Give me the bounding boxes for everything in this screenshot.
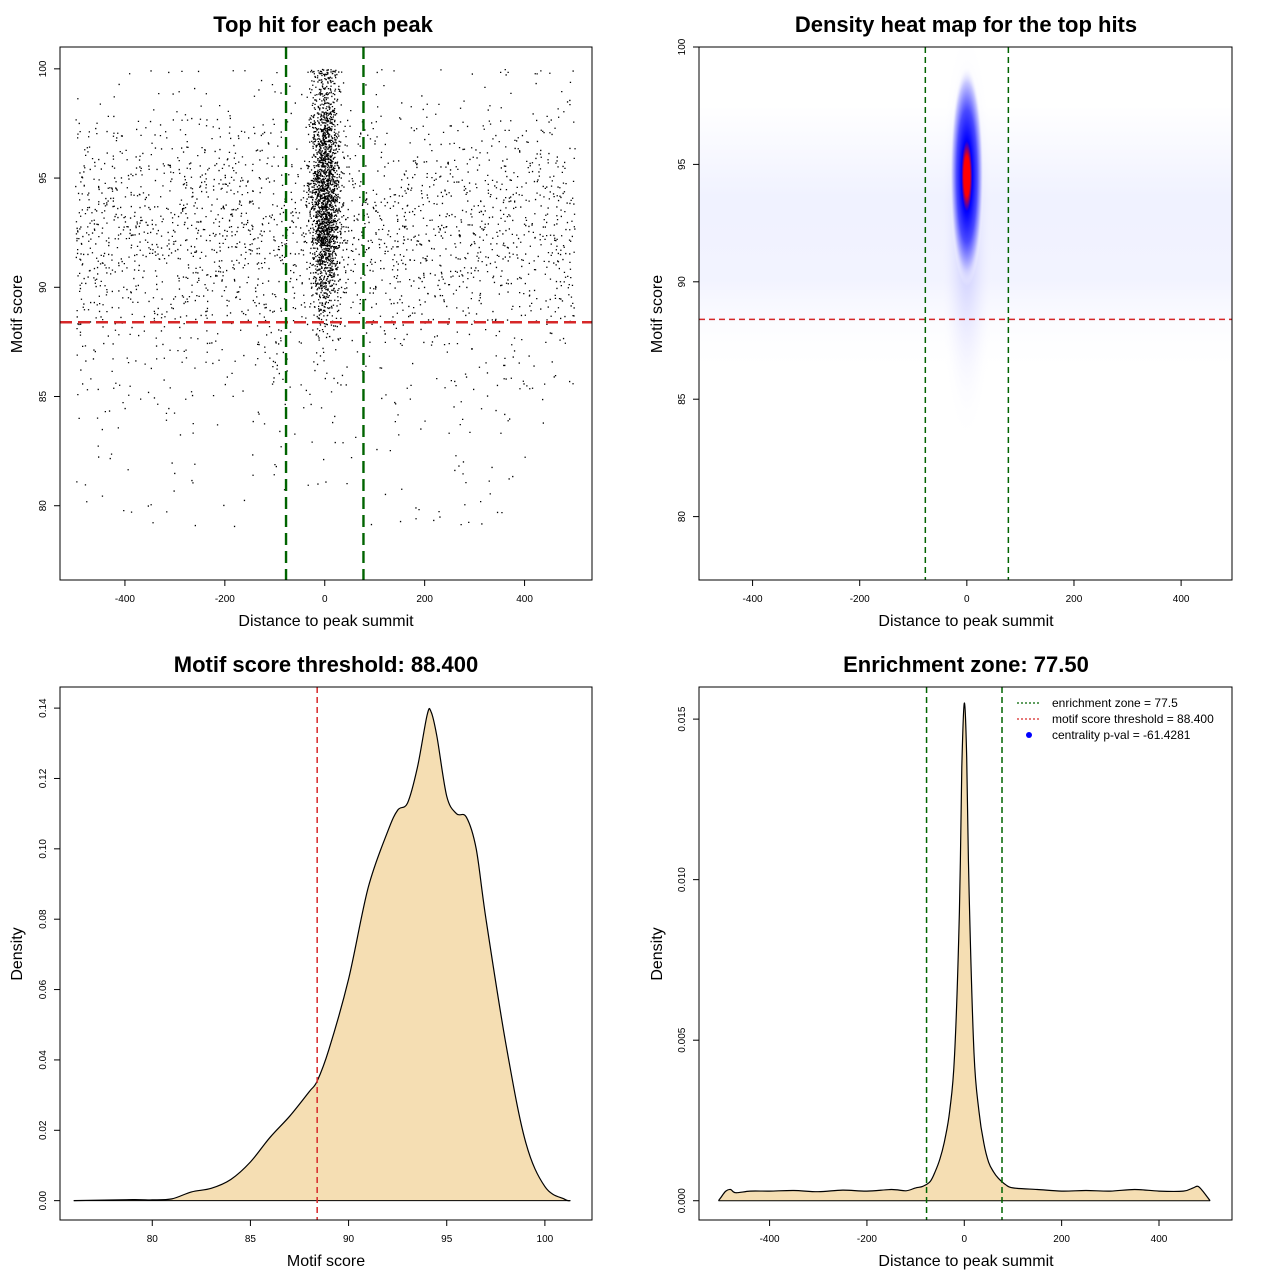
density-line [718,702,1211,1202]
y-tick-label: 95 [677,158,688,170]
x-tick-label: 200 [1053,1234,1070,1245]
scatter-axes: -400 -200 0 200 400 80 85 90 95 100 [38,60,533,605]
density-line [73,707,571,1202]
distance-density-plot-frame [698,686,1233,1221]
x-tick-label: -400 [743,594,763,605]
x-tick-label: -200 [857,1234,877,1245]
scatter-panel: Top hit for each peak -400 -200 0 200 400 80 8… [9,12,593,630]
scatter-title: Top hit for each peak [213,12,433,37]
y-tick-label: 100 [38,60,49,77]
y-tick-label: 0.010 [677,867,688,892]
heatmap-plot-frame [698,46,1233,581]
distance-density-x-axis-label: Distance to peak summit [878,1253,1054,1270]
y-tick-label: 0.10 [38,839,49,859]
heatmap-density [699,24,1232,445]
y-tick-label: 0.06 [38,979,49,999]
distance-density-title: Enrichment zone: 77.50 [843,652,1089,677]
legend-dot-marker [1026,732,1032,738]
y-tick-label: 0.14 [38,698,49,718]
score-density-curve [73,707,571,1202]
x-tick-label: 0 [322,594,328,605]
y-tick-label: 0.04 [38,1050,49,1070]
y-tick-label: 0.00 [38,1190,49,1210]
scatter-x-axis-label: Distance to peak summit [238,613,414,630]
heatmap-x-axis-label: Distance to peak summit [878,613,1054,630]
score-density-plot-frame [59,686,593,1221]
scatter-y-axis-label: Motif score [9,275,26,353]
x-tick-label: -400 [115,594,135,605]
y-tick-label: 90 [38,281,49,293]
score-density-y-axis-label: Density [9,927,26,980]
scatter-reference-lines [60,47,592,580]
heatmap-reference-lines [699,47,1232,580]
x-tick-label: 90 [343,1234,355,1245]
y-tick-label: 95 [38,172,49,184]
distance-density-axes: -400 -200 0 200 400 0.000 0.005 0.010 0.015 [677,706,1168,1245]
score-density-panel: Motif score threshold: 88.400 80 85 90 95 10… [9,652,593,1270]
legend-entry-label: enrichment zone = 77.5 [1052,696,1178,710]
scatter-point-cloud [75,68,576,528]
heatmap-axes: -400 -200 0 200 400 80 85 90 95 100 [677,38,1190,605]
legend-entry-label: centrality p-val = -61.4281 [1052,728,1191,742]
scatter-points [75,68,576,528]
density-fill [718,703,1211,1201]
y-tick-label: 100 [677,38,688,55]
y-tick-label: 0.02 [38,1120,49,1140]
distance-density-curve [718,702,1211,1202]
distance-density-y-axis-label: Density [649,927,666,980]
y-tick-label: 0.005 [677,1027,688,1052]
x-tick-label: 0 [964,594,970,605]
score-density-x-axis-label: Motif score [287,1253,365,1270]
x-tick-label: -200 [850,594,870,605]
x-tick-label: 200 [416,594,433,605]
y-tick-label: 80 [38,500,49,512]
heatmap-y-axis-label: Motif score [649,275,666,353]
density-hotspot [949,66,984,287]
x-tick-label: 95 [441,1234,453,1245]
distance-density-reference-lines [925,687,1003,1220]
x-tick-label: 100 [537,1234,554,1245]
y-tick-label: 0.08 [38,909,49,929]
y-tick-label: 85 [38,391,49,403]
y-tick-label: 0.12 [38,768,49,788]
x-tick-label: 85 [245,1234,257,1245]
y-tick-label: 85 [677,393,688,405]
y-tick-label: 0.015 [677,706,688,731]
heatmap-panel: Density heat map for the top hits -400 -2… [649,12,1233,630]
density-fill [73,708,571,1201]
y-tick-label: 80 [677,511,688,523]
x-tick-label: -400 [760,1234,780,1245]
x-tick-label: 400 [1173,594,1190,605]
x-tick-label: 80 [147,1234,159,1245]
chart-legend: enrichment zone = 77.5 motif score thresh… [1017,696,1214,742]
y-tick-label: 90 [677,276,688,288]
y-tick-label: 0.000 [677,1188,688,1213]
distance-density-panel: Enrichment zone: 77.50 -400 -200 0 200 400 0.… [649,652,1233,1270]
x-tick-label: 400 [1151,1234,1168,1245]
x-tick-label: 400 [516,594,533,605]
score-density-axes: 80 85 90 95 100 0.00 0.02 0.04 0.06 0.08 0.10 0.12 0… [38,698,554,1245]
score-density-title: Motif score threshold: 88.400 [174,652,478,677]
scatter-plot-frame [59,46,593,581]
x-tick-label: 200 [1066,594,1083,605]
x-tick-label: -200 [215,594,235,605]
legend-entry-label: motif score threshold = 88.400 [1052,712,1214,726]
x-tick-label: 0 [962,1234,968,1245]
